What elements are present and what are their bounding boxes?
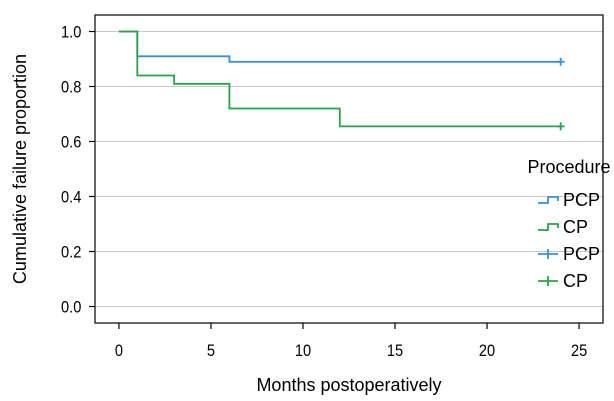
legend-item-3: CP (538, 271, 588, 291)
axis-ticks: 0.0 0.2 0.4 0.6 0.8 1.0 0 5 10 15 20 25 (61, 24, 587, 361)
series-line-cp (118, 30, 561, 128)
censor-mark-pcp (556, 57, 565, 66)
legend: Procedure PCP CP PCP CP (527, 157, 610, 291)
y-axis-title: Cumulative failure proportion (10, 54, 30, 284)
legend-item-0: PCP (538, 190, 600, 210)
x-axis-title: Months postoperatively (256, 375, 441, 395)
plot-frame (94, 14, 604, 324)
series-lines (118, 30, 565, 131)
y-tick-label: 0.0 (61, 299, 81, 317)
x-tick-label: 15 (387, 342, 403, 360)
grid-lines (95, 31, 603, 307)
x-tick-label: 20 (479, 342, 495, 360)
legend-item-1: CP (538, 217, 588, 237)
legend-step-icon (538, 223, 559, 231)
x-tick-label: 0 (115, 342, 123, 360)
y-tick-label: 1.0 (61, 24, 81, 42)
censor-mark-cp (556, 122, 565, 131)
x-tick-label: 10 (295, 342, 311, 360)
y-tick-label: 0.4 (61, 189, 81, 207)
y-tick-label: 0.2 (61, 244, 81, 262)
y-tick-label: 0.8 (61, 79, 81, 97)
legend-label: PCP (563, 190, 600, 210)
legend-label: CP (563, 271, 588, 291)
legend-label: CP (563, 217, 588, 237)
series-line-pcp (118, 30, 561, 63)
legend-title: Procedure (527, 157, 610, 177)
x-tick-label: 25 (571, 342, 587, 360)
legend-step-icon (538, 196, 559, 204)
legend-label: PCP (563, 244, 600, 264)
y-tick-label: 0.6 (61, 134, 81, 152)
legend-item-2: PCP (538, 244, 600, 264)
x-tick-label: 5 (207, 342, 215, 360)
